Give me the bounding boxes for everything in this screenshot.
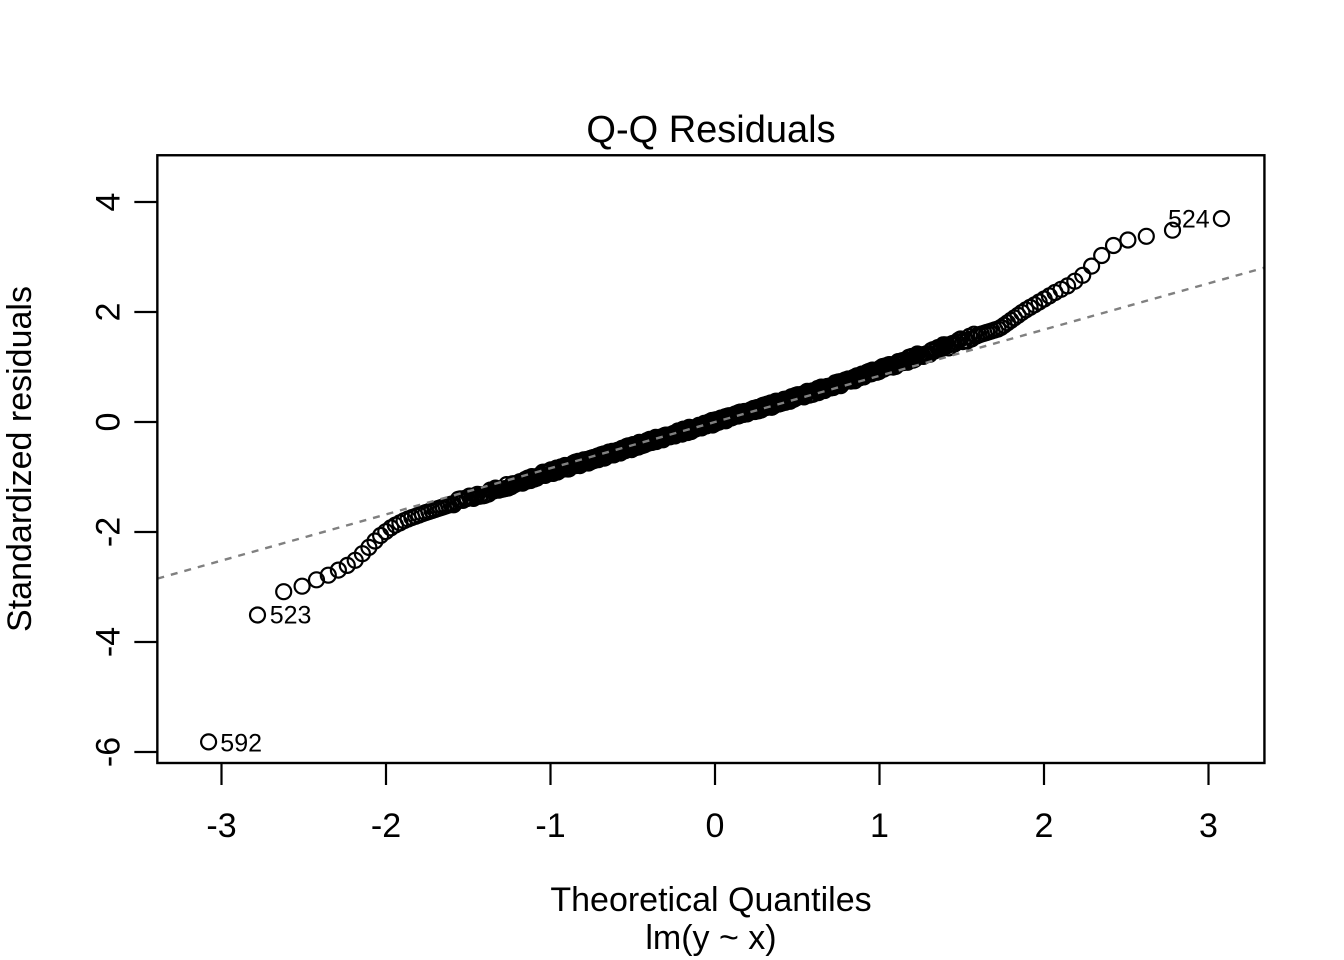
y-tick-label: -4 — [89, 627, 127, 657]
reference-line — [157, 266, 1265, 580]
plot-frame-layer — [156, 154, 1266, 765]
data-point — [200, 733, 218, 751]
outlier-label-592: 592 — [220, 730, 262, 758]
data-point — [275, 583, 293, 601]
x-tick-label: 2 — [1035, 807, 1054, 845]
y-tick-label: -2 — [89, 517, 127, 547]
x-tick-label: -1 — [535, 807, 565, 845]
x-tick-label: 3 — [1199, 807, 1218, 845]
y-tick-label: 2 — [89, 303, 127, 322]
chart-title: Q-Q Residuals — [586, 109, 835, 151]
outlier-label-523: 523 — [270, 602, 312, 630]
data-point — [1137, 227, 1155, 245]
y-tick-label: -6 — [89, 737, 127, 767]
data-point — [1093, 246, 1111, 265]
data-point — [1119, 231, 1137, 249]
x-axis-sublabel: lm(y ~ x) — [645, 919, 776, 957]
y-axis-label: Standardized residuals — [1, 286, 39, 632]
data-point — [366, 532, 384, 550]
x-tick-label: 1 — [870, 807, 889, 845]
data-point — [319, 566, 337, 584]
data-point — [307, 571, 326, 589]
x-tick-label: -2 — [371, 807, 401, 845]
reference-line-layer — [157, 266, 1265, 580]
outlier-labels-layer: 592 523 524 — [220, 206, 1209, 758]
x-tick-label: 0 — [706, 807, 725, 845]
plot-frame — [156, 154, 1266, 765]
y-tick-label: 0 — [89, 413, 127, 432]
data-point — [248, 606, 267, 624]
y-tick-label: 4 — [89, 193, 127, 212]
data-point — [1082, 257, 1101, 275]
data-point — [1212, 210, 1231, 228]
data-point — [1163, 221, 1182, 239]
data-point — [293, 577, 311, 595]
data-point — [1074, 266, 1092, 284]
data-point — [1104, 236, 1123, 255]
outlier-label-524: 524 — [1168, 206, 1210, 234]
data-point — [329, 561, 347, 579]
axis-ticks-layer: -3 -2 -1 0 1 2 3 -6 -4 -2 0 2 4 — [89, 193, 1218, 845]
x-axis-label: Theoretical Quantiles — [550, 881, 871, 919]
data-points-layer — [200, 210, 1231, 751]
x-tick-label: -3 — [206, 807, 236, 845]
